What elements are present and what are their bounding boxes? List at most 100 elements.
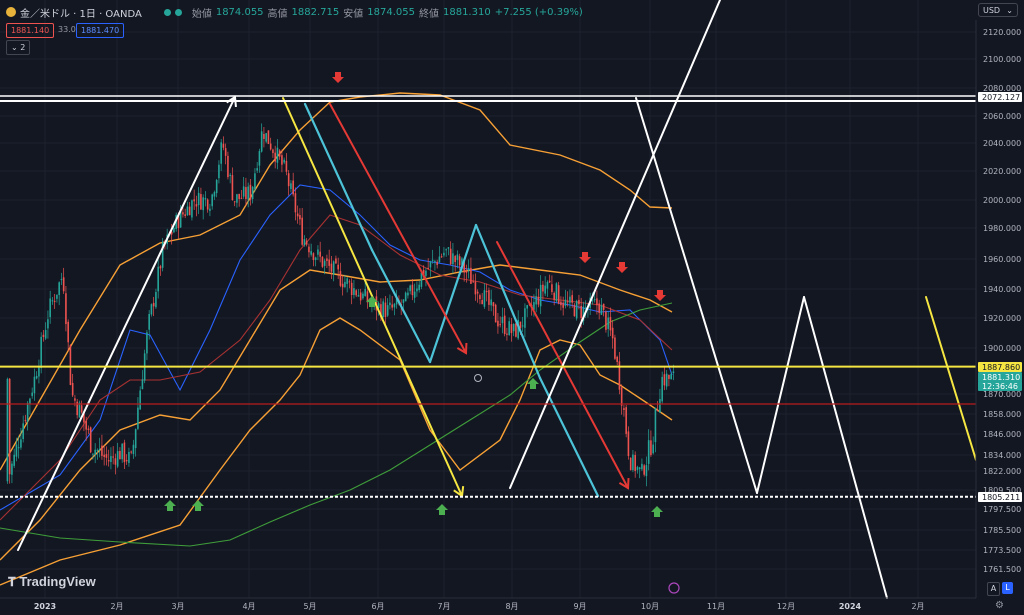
sell-price-button[interactable]: 1881.140 — [6, 23, 55, 38]
symbol-title[interactable]: 金／米ドル · 1日 · OANDA — [20, 8, 142, 20]
candle-body — [123, 442, 126, 463]
candle-body — [542, 284, 544, 292]
candle-body — [263, 134, 265, 139]
candle-body — [665, 373, 668, 387]
alarm-clock-icon — [474, 374, 482, 382]
cyan-zigzag-line — [474, 223, 542, 380]
candle-body — [391, 304, 393, 308]
candle-body — [591, 300, 594, 302]
candle-body — [332, 261, 335, 275]
time-tick-label: 11月 — [707, 602, 725, 611]
auto-scale-button[interactable]: A — [987, 582, 1000, 596]
candle-body — [663, 374, 666, 386]
candle-body — [204, 198, 207, 200]
buy-signal-arrow — [436, 504, 448, 515]
candle-body — [566, 301, 569, 303]
ma-50-line — [0, 214, 673, 521]
candle-body — [627, 431, 630, 457]
candle-body — [607, 317, 609, 329]
white-zigzag-line — [635, 97, 758, 494]
candle-body — [112, 456, 114, 458]
candle-body — [357, 295, 360, 297]
candle-body — [26, 402, 29, 422]
candle-body — [609, 317, 612, 331]
candle-body — [251, 186, 254, 199]
price-tick-label: 2100.000 — [983, 55, 1021, 64]
candle-body — [308, 246, 310, 253]
candle-body — [245, 187, 247, 199]
price-label-box — [978, 381, 1022, 391]
candle-body — [202, 197, 204, 211]
candle-body — [411, 284, 414, 296]
log-scale-button[interactable]: L — [1002, 582, 1013, 594]
candle-body — [220, 142, 222, 164]
candle-body — [69, 345, 72, 385]
currency-select[interactable]: USD ⌄ — [978, 3, 1018, 17]
candle-body — [8, 378, 11, 475]
candle-body — [560, 301, 562, 306]
buy-price-button[interactable]: 1881.470 — [76, 23, 125, 38]
candle-body — [114, 458, 117, 465]
chevron-down-icon: ⌄ — [11, 43, 18, 52]
candle-body — [229, 174, 231, 176]
close-value: 1881.310 — [442, 6, 491, 18]
candle-body — [294, 193, 297, 213]
candle-body — [447, 247, 450, 249]
sell-signal-arrow — [579, 252, 591, 263]
candle-body — [177, 215, 180, 229]
candle-body — [13, 454, 15, 466]
candle-body — [620, 387, 623, 406]
candle-body — [641, 463, 643, 470]
candle-body — [420, 272, 423, 287]
price-tick-label: 1809.500 — [983, 486, 1021, 495]
buy-signal-arrow — [164, 500, 176, 511]
candle-body — [510, 324, 513, 334]
candle-body — [380, 304, 382, 318]
candle-body — [645, 465, 648, 477]
time-tick-label: 8月 — [505, 602, 518, 611]
settings-icon[interactable]: ⚙ — [995, 600, 1004, 611]
candle-body — [616, 356, 618, 362]
candle-body — [555, 283, 558, 302]
candle-body — [299, 215, 301, 220]
candle-body — [445, 249, 447, 251]
candle-body — [269, 143, 272, 150]
candle-body — [285, 160, 288, 172]
yellow-projection-line — [925, 296, 977, 461]
candle-body — [193, 199, 195, 202]
candle-body — [490, 299, 492, 306]
candle-body — [238, 193, 240, 199]
candle-body — [348, 281, 351, 283]
candle-body — [386, 305, 389, 316]
candle-body — [186, 206, 189, 216]
indicators-toggle[interactable]: ⌄ 2 — [6, 40, 31, 55]
candle-body — [278, 150, 281, 157]
candle-body — [323, 260, 326, 266]
candle-body — [359, 292, 362, 301]
candle-body — [157, 266, 159, 292]
candle-body — [222, 143, 225, 148]
price-tick-label: 1960.000 — [983, 255, 1021, 264]
candle-body — [146, 332, 148, 354]
candle-body — [337, 264, 339, 270]
candle-body — [429, 261, 432, 268]
candle-body — [53, 300, 56, 302]
candle-body — [65, 293, 67, 325]
candle-body — [98, 448, 101, 450]
price-tick-label: 1980.000 — [983, 224, 1021, 233]
candle-body — [233, 201, 236, 203]
candle-body — [24, 420, 27, 422]
high-label: 高値 — [267, 8, 288, 20]
candle-body — [319, 251, 321, 257]
price-tick-label: 2080.000 — [983, 84, 1021, 93]
indicator-count: 2 — [20, 43, 26, 52]
candle-body — [427, 267, 429, 269]
candle-body — [152, 302, 155, 307]
candle-body — [33, 376, 36, 394]
candle-body — [544, 285, 546, 294]
candle-body — [366, 291, 369, 303]
price-tick-label: 2120.000 — [983, 28, 1021, 37]
change-value: +7.255 (+0.39%) — [494, 6, 583, 18]
candle-body — [485, 290, 488, 293]
